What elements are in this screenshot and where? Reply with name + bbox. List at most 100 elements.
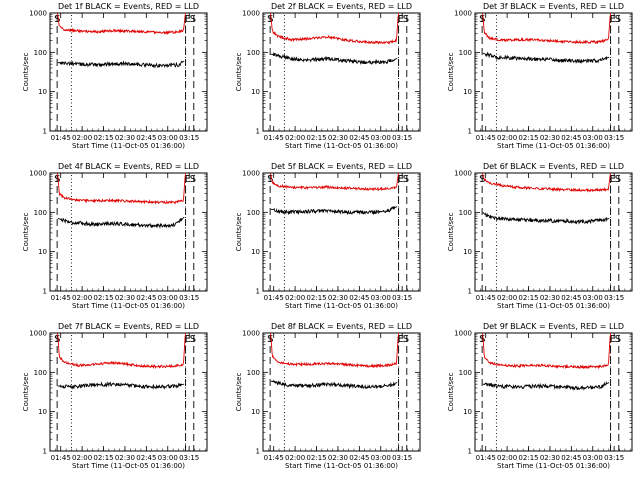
events-series-line	[57, 380, 185, 390]
detector-panel: Det 7f BLACK = Events, RED = LLD 1 10 100 10…	[22, 322, 208, 470]
events-series-line	[270, 379, 398, 390]
x-tick-label: 03:15	[392, 454, 412, 462]
start-marker-label: S	[479, 334, 485, 345]
y-axis-label: Counts/sec	[235, 373, 243, 412]
y-tick-label: 100	[34, 209, 47, 217]
x-tick-label: 01:45	[264, 134, 284, 142]
x-tick-label: 03:15	[604, 294, 624, 302]
y-tick-label: 1000	[454, 10, 472, 18]
x-tick-label: 02:30	[115, 294, 135, 302]
detector-panel: Det 2f BLACK = Events, RED = LLD 1 10 100 10…	[235, 2, 421, 150]
x-tick-label: 03:15	[604, 134, 624, 142]
y-tick-label: 10	[38, 408, 47, 416]
y-tick-label: 1	[468, 288, 472, 296]
detector-panel: Det 8f BLACK = Events, RED = LLD 1 10 100 10…	[235, 322, 421, 470]
plot-frame	[474, 332, 633, 452]
panel-title: Det 1f BLACK = Events, RED = LLD	[58, 2, 199, 11]
y-tick-label: 1000	[242, 330, 260, 338]
end-marker-label: E	[610, 334, 616, 345]
x-tick-label: 03:15	[392, 134, 412, 142]
lld-series-line	[56, 12, 187, 36]
panel-title: Det 8f BLACK = Events, RED = LLD	[271, 322, 412, 331]
y-axis-label: Counts/sec	[22, 373, 30, 412]
y-axis-label: Counts/sec	[447, 213, 455, 252]
plot-frame	[49, 12, 208, 132]
y-tick-label: 100	[459, 369, 472, 377]
x-tick-label: 03:00	[583, 294, 603, 302]
lld-series-line	[481, 332, 612, 370]
panel-title: Det 7f BLACK = Events, RED = LLD	[58, 322, 199, 331]
y-tick-label: 100	[459, 209, 472, 217]
x-tick-label: 03:15	[604, 454, 624, 462]
y-tick-label: 100	[247, 209, 260, 217]
x-tick-label: 02:00	[72, 454, 92, 462]
events-series-line	[482, 380, 610, 391]
y-tick-label: 10	[38, 248, 47, 256]
x-tick-label: 03:15	[392, 294, 412, 302]
x-axis-label: Start Time (11-Oct-05 01:36:00)	[72, 462, 185, 470]
plot-frame	[474, 12, 633, 132]
x-tick-label: 01:45	[51, 294, 71, 302]
x-tick-label: 02:45	[349, 294, 369, 302]
plot-frame	[49, 332, 208, 452]
end-marker-label: E	[185, 334, 191, 345]
x-tick-label: 02:45	[136, 134, 156, 142]
detector-panel: Det 4f BLACK = Events, RED = LLD 1 10 100 10…	[22, 162, 208, 310]
events-series-line	[57, 216, 185, 229]
x-tick-label: 02:45	[561, 134, 581, 142]
x-tick-label: 01:45	[476, 294, 496, 302]
x-tick-label: 03:15	[179, 294, 199, 302]
x-tick-label: 03:00	[583, 134, 603, 142]
events-series-line	[57, 60, 185, 69]
y-axis-label: Counts/sec	[235, 213, 243, 252]
y-tick-label: 1000	[29, 330, 47, 338]
x-tick-label: 02:30	[328, 134, 348, 142]
x-tick-label: 02:00	[497, 134, 517, 142]
y-tick-label: 1	[43, 448, 47, 456]
x-tick-label: 02:15	[518, 134, 538, 142]
y-tick-label: 1000	[454, 330, 472, 338]
x-axis-label: Start Time (11-Oct-05 01:36:00)	[285, 462, 398, 470]
y-tick-label: 10	[463, 88, 472, 96]
x-tick-label: 01:45	[264, 454, 284, 462]
end-marker-label: E	[185, 14, 191, 25]
x-tick-label: 01:45	[476, 454, 496, 462]
events-series-line	[270, 205, 398, 216]
x-tick-label: 02:45	[561, 294, 581, 302]
y-tick-label: 1	[43, 288, 47, 296]
plot-frame	[262, 172, 421, 292]
events-series-line	[482, 212, 610, 225]
start-marker-label: S	[267, 174, 273, 185]
y-tick-label: 100	[247, 369, 260, 377]
x-tick-label: 02:45	[349, 454, 369, 462]
events-series-line	[482, 51, 610, 65]
y-axis-label: Counts/sec	[447, 373, 455, 412]
second-start-marker-label: S	[190, 334, 196, 345]
y-tick-label: 100	[34, 369, 47, 377]
x-tick-label: 03:15	[179, 134, 199, 142]
x-tick-label: 02:00	[497, 294, 517, 302]
y-tick-label: 10	[251, 248, 260, 256]
panel-title: Det 3f BLACK = Events, RED = LLD	[483, 2, 624, 11]
second-start-marker-label: S	[190, 14, 196, 25]
lld-series-line	[269, 172, 400, 192]
start-marker-label: S	[479, 14, 485, 25]
x-tick-label: 02:30	[115, 134, 135, 142]
detector-panel: Det 9f BLACK = Events, RED = LLD 1 10 100 10…	[447, 322, 633, 470]
y-tick-label: 10	[251, 408, 260, 416]
start-marker-label: S	[54, 14, 60, 25]
x-tick-label: 02:00	[285, 294, 305, 302]
y-tick-label: 1000	[242, 170, 260, 178]
x-tick-label: 02:45	[561, 454, 581, 462]
x-tick-label: 03:00	[583, 454, 603, 462]
x-tick-label: 02:15	[93, 134, 113, 142]
x-tick-label: 02:30	[115, 454, 135, 462]
x-tick-label: 03:00	[371, 134, 391, 142]
end-marker-label: E	[398, 334, 404, 345]
detector-panel: Det 3f BLACK = Events, RED = LLD 1 10 100 10…	[447, 2, 633, 150]
start-marker-label: S	[54, 174, 60, 185]
x-tick-label: 02:00	[72, 134, 92, 142]
x-tick-label: 02:30	[540, 454, 560, 462]
end-marker-label: E	[398, 174, 404, 185]
end-marker-label: E	[398, 14, 404, 25]
